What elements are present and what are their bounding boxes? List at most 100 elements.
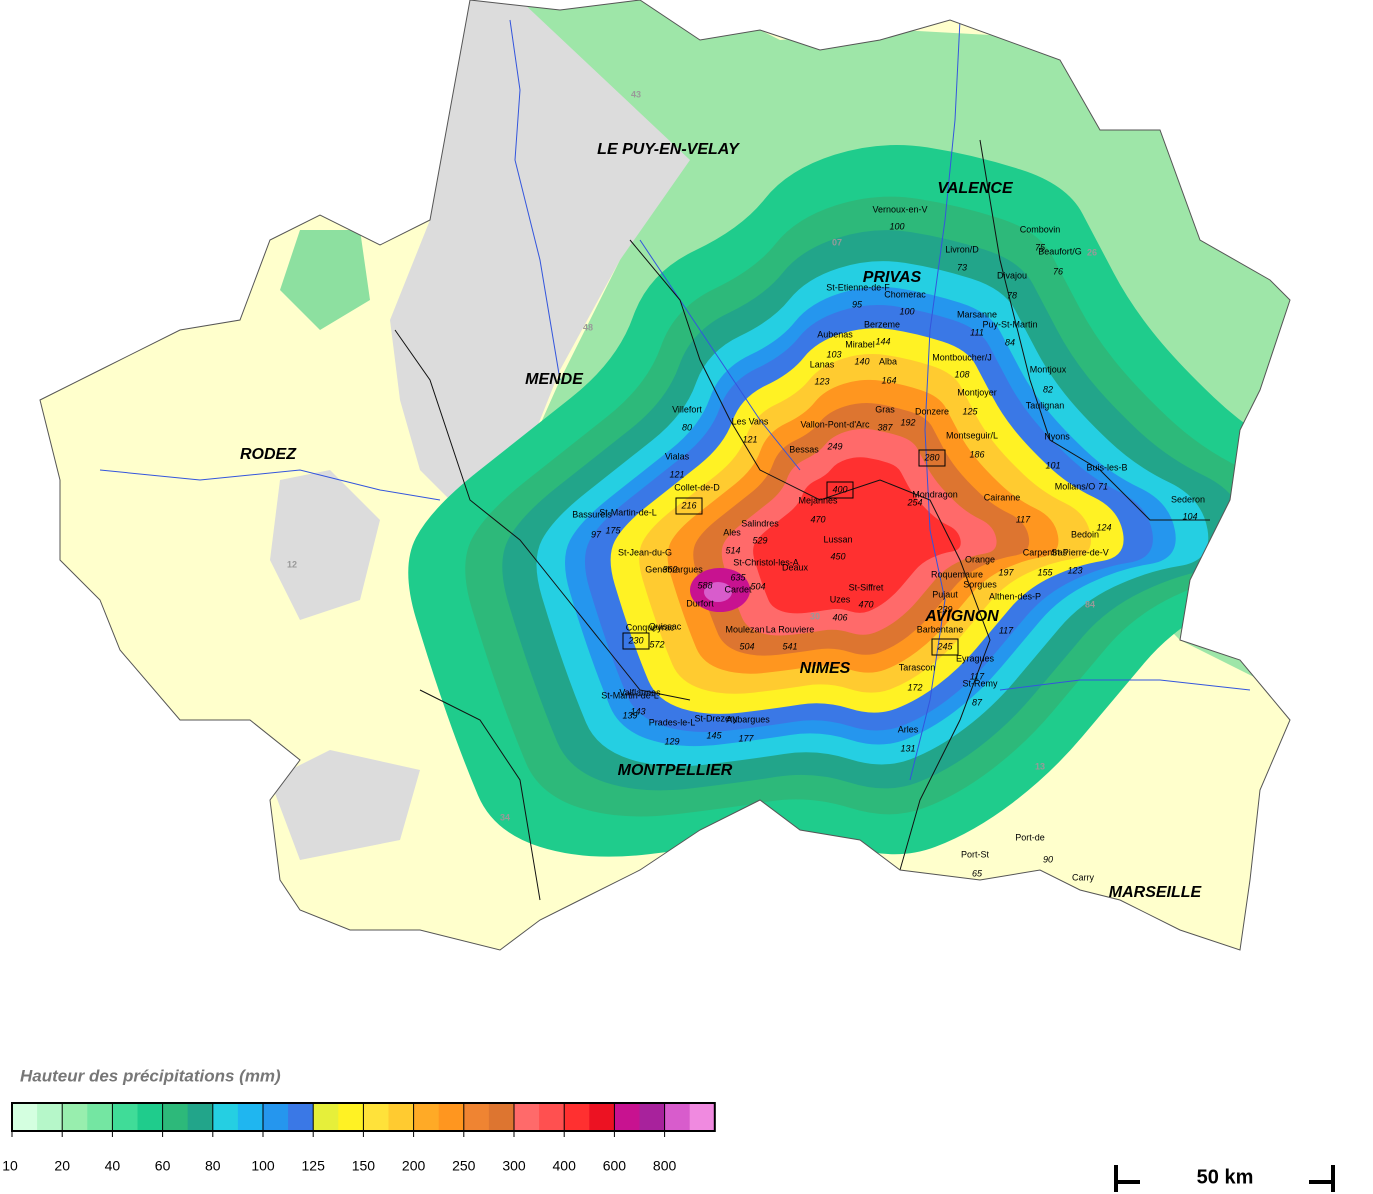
station-name: St-Jean-du-G	[618, 547, 672, 557]
station-name: Taulignan	[1026, 400, 1065, 410]
station-value: 572	[649, 639, 664, 649]
box-value: 400	[832, 484, 847, 494]
station-value: 100	[889, 221, 904, 231]
station-value: 504	[739, 641, 754, 651]
station-name: St-Pierre-de-V	[1051, 547, 1109, 557]
station-name: Mollans/O	[1055, 481, 1096, 491]
legend-tick-label: 20	[54, 1158, 70, 1174]
zone-label: 48	[583, 322, 593, 332]
value-box	[622, 632, 650, 650]
border	[629, 239, 881, 501]
station-value: 124	[1096, 522, 1111, 532]
station-name: Arles	[898, 724, 919, 734]
station-value: 387	[877, 422, 893, 432]
station-value: 104	[1182, 511, 1197, 521]
city-label: PRIVAS	[863, 269, 922, 286]
legend-cell	[539, 1103, 565, 1131]
legend-tick-label: 40	[105, 1158, 121, 1174]
legend-cell	[338, 1103, 364, 1131]
station-value: 239	[936, 604, 952, 614]
station-value: 108	[954, 369, 969, 379]
station-value: 78	[1007, 290, 1017, 300]
station-name: Salindres	[741, 518, 779, 528]
station-name: Orange	[965, 554, 995, 564]
legend-cell	[187, 1103, 214, 1131]
station-value: 140	[854, 356, 869, 366]
legend-cell	[614, 1103, 640, 1131]
station-value: 117	[999, 625, 1014, 635]
station-value: 123	[1067, 565, 1082, 575]
station-value: 90	[1043, 854, 1053, 864]
station-name: St-Siffret	[849, 582, 884, 592]
station-value: 470	[858, 599, 873, 609]
box-value: 280	[923, 452, 939, 462]
station-value: 362	[662, 564, 677, 574]
station-name: Nyons	[1044, 431, 1070, 441]
zone-label: 13	[1035, 761, 1045, 771]
value-box	[918, 449, 946, 467]
station-name: Les Vans	[732, 416, 769, 426]
station-name: Bessas	[789, 444, 819, 454]
legend-cell	[363, 1103, 389, 1131]
station-name: Roquemaure	[931, 569, 983, 579]
legend: 10 20 40 60 80 100 125 150 200 250 300 400 600 800	[2, 1102, 716, 1174]
station-name: Combovin	[1020, 224, 1061, 234]
legend-tick-label: 60	[155, 1158, 171, 1174]
station-value: 103	[826, 349, 841, 359]
station-value: 144	[875, 336, 890, 346]
box-value: 245	[936, 641, 953, 651]
legend-cell	[514, 1103, 540, 1131]
station-value: 504	[750, 581, 765, 591]
station-value: 216	[680, 500, 696, 510]
legend-cell	[313, 1103, 339, 1131]
station-value: 172	[907, 682, 922, 692]
isohyet-band	[753, 457, 961, 614]
legend-tick-label: 150	[352, 1158, 376, 1174]
station-value: 186	[969, 449, 984, 459]
box-value: 230	[627, 635, 643, 645]
station-name: Vialas	[665, 451, 690, 461]
legend-tick-label: 200	[402, 1158, 426, 1174]
station-name: Mirabel	[845, 339, 875, 349]
legend-tick-label: 600	[603, 1158, 627, 1174]
station-value: 117	[1016, 514, 1031, 524]
river	[999, 679, 1251, 691]
border	[419, 689, 541, 901]
station-name: Port-St	[961, 849, 990, 859]
legend-cell	[263, 1103, 289, 1131]
station-name: Berzeme	[864, 319, 900, 329]
station-name: Carry	[1072, 872, 1094, 882]
station-name: Alba	[879, 356, 897, 366]
zone-label: 34	[500, 812, 510, 822]
legend-cell	[37, 1103, 63, 1131]
city-label: LE PUY-EN-VELAY	[597, 141, 740, 158]
legend-tick-label: 80	[205, 1158, 221, 1174]
legend-cell	[212, 1103, 239, 1131]
legend-tick-label: 250	[452, 1158, 476, 1174]
isohyet-band	[704, 582, 732, 602]
station-value: 143	[630, 706, 645, 716]
value-box	[931, 638, 959, 656]
station-value: 254	[906, 497, 922, 507]
map-area	[40, 0, 1290, 950]
zone-label: 26	[1087, 247, 1097, 257]
station-value: 131	[900, 743, 915, 753]
station-value: 101	[1045, 460, 1060, 470]
station-name: La Rouviere	[766, 624, 815, 634]
legend-cell	[689, 1103, 716, 1131]
value-box	[675, 497, 703, 515]
border	[879, 479, 991, 871]
legend-frame	[11, 1102, 716, 1132]
zone-label: 84	[1085, 599, 1095, 609]
wet-zone	[280, 230, 370, 330]
legend-cell	[388, 1103, 415, 1131]
city-label: VALENCE	[937, 180, 1014, 197]
zone-label: 07	[832, 237, 842, 247]
station-name: Montjoux	[1030, 364, 1067, 374]
station-name: Deaux	[782, 562, 809, 572]
legend-cell	[589, 1103, 615, 1131]
station-name: St-Remy	[962, 678, 998, 688]
station-name: Sederon	[1171, 494, 1205, 504]
station-name: Chomerac	[884, 289, 926, 299]
legend-cell	[237, 1103, 264, 1131]
